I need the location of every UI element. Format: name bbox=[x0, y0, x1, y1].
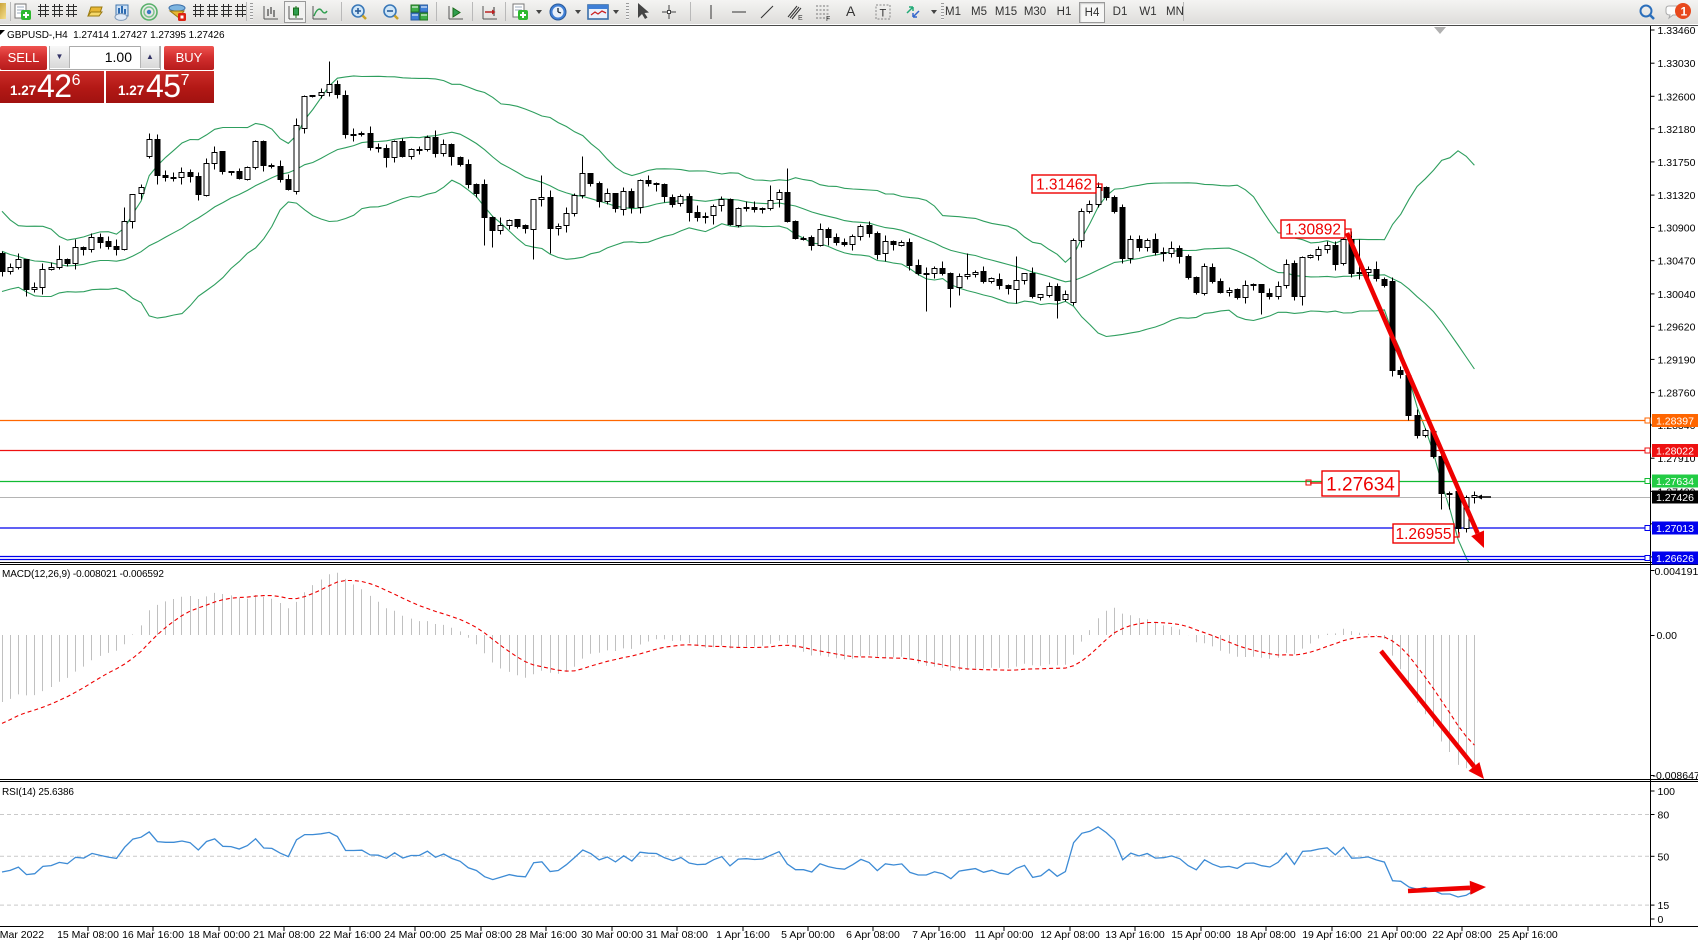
svg-text:12 Apr 08:00: 12 Apr 08:00 bbox=[1040, 929, 1100, 941]
svg-text:0.004191: 0.004191 bbox=[1655, 566, 1698, 578]
svg-text:5 Apr 00:00: 5 Apr 00:00 bbox=[781, 929, 835, 941]
svg-text:16 Mar 16:00: 16 Mar 16:00 bbox=[122, 929, 184, 941]
svg-text:T: T bbox=[880, 8, 887, 20]
svg-text:1.30892: 1.30892 bbox=[1285, 222, 1341, 239]
svg-text:28 Mar 16:00: 28 Mar 16:00 bbox=[515, 929, 577, 941]
svg-text:1.33460: 1.33460 bbox=[1658, 25, 1696, 37]
svg-text:1.29190: 1.29190 bbox=[1658, 354, 1696, 366]
svg-text:1.29620: 1.29620 bbox=[1658, 321, 1696, 333]
svg-text:MACD(12,26,9) -0.008021 -0.006: MACD(12,26,9) -0.008021 -0.006592 bbox=[2, 569, 164, 580]
svg-text:19 Apr 16:00: 19 Apr 16:00 bbox=[1302, 929, 1362, 941]
svg-text:RSI(14) 25.6386: RSI(14) 25.6386 bbox=[2, 787, 74, 798]
svg-text:1.27634: 1.27634 bbox=[1656, 476, 1694, 488]
svg-text:1.31320: 1.31320 bbox=[1658, 190, 1696, 202]
svg-text:1.30470: 1.30470 bbox=[1658, 256, 1696, 268]
svg-text:1.26626: 1.26626 bbox=[1656, 553, 1694, 565]
svg-text:0: 0 bbox=[1658, 914, 1664, 926]
svg-text:4 Mar 2022: 4 Mar 2022 bbox=[0, 929, 44, 941]
svg-text:18 Apr 08:00: 18 Apr 08:00 bbox=[1236, 929, 1296, 941]
svg-text:11 Apr 00:00: 11 Apr 00:00 bbox=[975, 929, 1034, 941]
svg-text:1: 1 bbox=[1681, 5, 1688, 19]
svg-text:1.27426: 1.27426 bbox=[1656, 492, 1694, 504]
svg-text:22 Mar 16:00: 22 Mar 16:00 bbox=[319, 929, 381, 941]
svg-text:1.27634: 1.27634 bbox=[1326, 474, 1395, 495]
svg-text:1.30900: 1.30900 bbox=[1658, 223, 1696, 235]
svg-text:1.33030: 1.33030 bbox=[1658, 58, 1696, 70]
svg-text:15 Mar 08:00: 15 Mar 08:00 bbox=[57, 929, 119, 941]
svg-text:100: 100 bbox=[1658, 786, 1676, 798]
svg-text:0.00: 0.00 bbox=[1657, 630, 1678, 642]
svg-text:1.31750: 1.31750 bbox=[1658, 157, 1696, 169]
svg-text:1.32600: 1.32600 bbox=[1658, 91, 1696, 103]
svg-text:GBPUSD-,H4 1.27414 1.27427 1.: GBPUSD-,H4 1.27414 1.27427 1.27395 1.274… bbox=[7, 30, 225, 41]
svg-text:1.28397: 1.28397 bbox=[1656, 416, 1694, 428]
svg-text:1.30040: 1.30040 bbox=[1658, 289, 1696, 301]
svg-text:1.31462: 1.31462 bbox=[1036, 177, 1092, 194]
svg-text:-0.008647: -0.008647 bbox=[1653, 770, 1698, 782]
svg-text:22 Apr 08:00: 22 Apr 08:00 bbox=[1432, 929, 1492, 941]
svg-text:F: F bbox=[826, 16, 830, 22]
svg-text:21 Apr 00:00: 21 Apr 00:00 bbox=[1367, 929, 1427, 941]
svg-text:25 Mar 08:00: 25 Mar 08:00 bbox=[450, 929, 512, 941]
svg-text:1.26955: 1.26955 bbox=[1395, 526, 1451, 543]
svg-text:15: 15 bbox=[1658, 900, 1670, 912]
svg-text:30 Mar 00:00: 30 Mar 00:00 bbox=[581, 929, 643, 941]
svg-text:1.28022: 1.28022 bbox=[1656, 446, 1694, 458]
svg-text:6 Apr 08:00: 6 Apr 08:00 bbox=[846, 929, 900, 941]
svg-text:1.27013: 1.27013 bbox=[1656, 523, 1694, 535]
svg-text:7 Apr 16:00: 7 Apr 16:00 bbox=[912, 929, 966, 941]
svg-text:E: E bbox=[798, 15, 803, 22]
svg-text:25 Apr 16:00: 25 Apr 16:00 bbox=[1498, 929, 1558, 941]
svg-text:21 Mar 08:00: 21 Mar 08:00 bbox=[253, 929, 315, 941]
svg-text:50: 50 bbox=[1658, 851, 1670, 863]
svg-text:1.28760: 1.28760 bbox=[1658, 388, 1696, 400]
svg-text:1 Apr 16:00: 1 Apr 16:00 bbox=[716, 929, 770, 941]
svg-text:31 Mar 08:00: 31 Mar 08:00 bbox=[646, 929, 708, 941]
svg-text:1.32180: 1.32180 bbox=[1658, 124, 1696, 136]
svg-text:13 Apr 16:00: 13 Apr 16:00 bbox=[1105, 929, 1165, 941]
svg-text:18 Mar 00:00: 18 Mar 00:00 bbox=[188, 929, 250, 941]
svg-text:24 Mar 00:00: 24 Mar 00:00 bbox=[384, 929, 446, 941]
svg-text:15 Apr 00:00: 15 Apr 00:00 bbox=[1171, 929, 1231, 941]
svg-text:80: 80 bbox=[1658, 810, 1670, 822]
